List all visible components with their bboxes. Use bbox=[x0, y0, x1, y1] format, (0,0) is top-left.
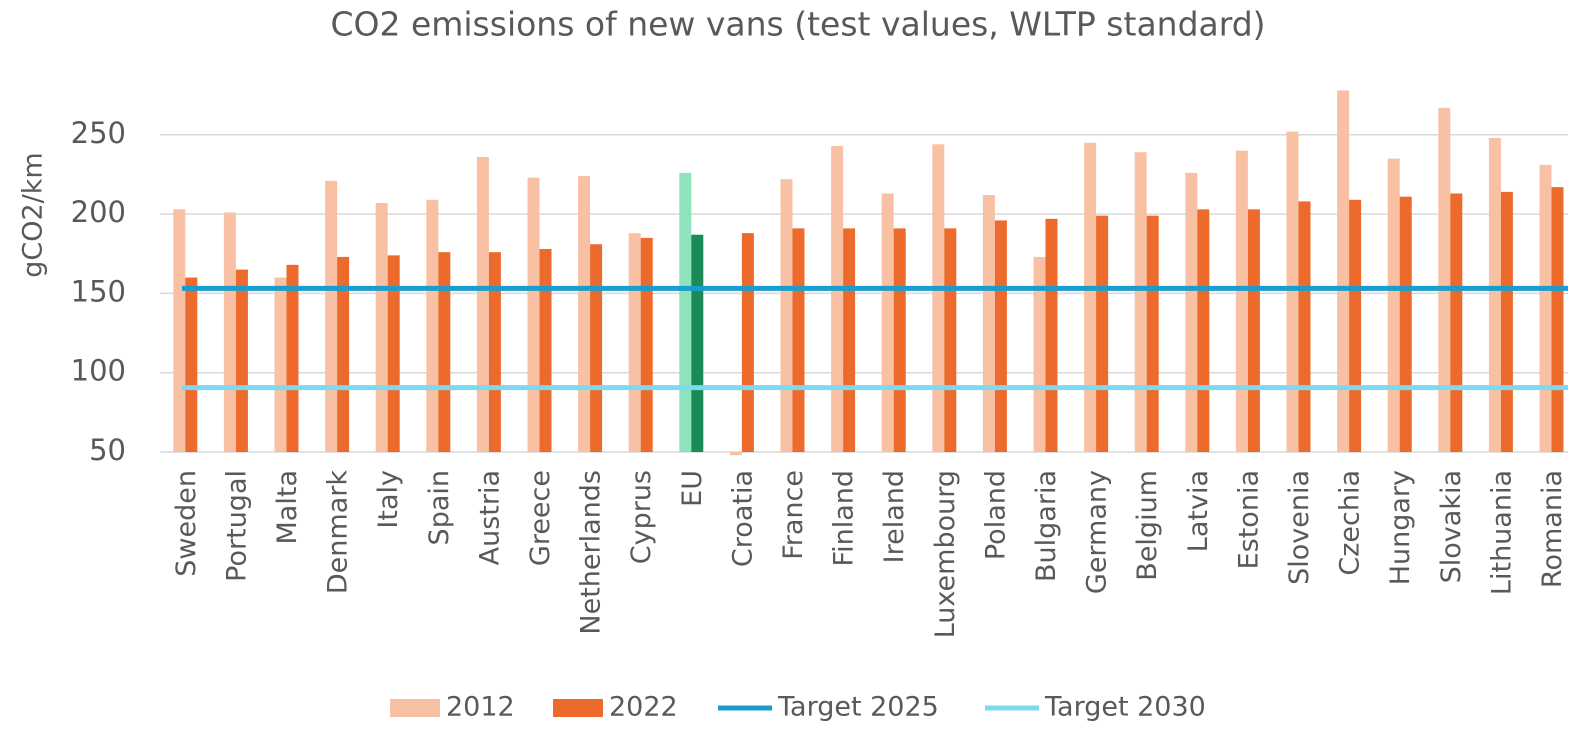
x-tick-label: Poland bbox=[980, 470, 1011, 560]
bar bbox=[1450, 193, 1463, 452]
bar bbox=[1134, 152, 1147, 452]
x-tick-label: Belgium bbox=[1132, 470, 1163, 581]
bar bbox=[1185, 172, 1198, 452]
bar bbox=[1033, 256, 1046, 452]
bar bbox=[1286, 131, 1299, 453]
bar bbox=[1235, 150, 1248, 452]
bar bbox=[741, 233, 754, 452]
bar bbox=[375, 202, 388, 452]
legend-swatch bbox=[553, 699, 603, 717]
bar bbox=[1337, 90, 1350, 452]
bar bbox=[185, 277, 198, 452]
y-tick-label: 250 bbox=[71, 116, 126, 150]
legend-label: 2022 bbox=[609, 692, 678, 723]
x-tick-label: Bulgaria bbox=[1031, 470, 1062, 582]
bar bbox=[173, 209, 186, 452]
x-tick-label: France bbox=[778, 470, 809, 560]
y-tick-label: 200 bbox=[71, 195, 126, 229]
x-tick-label: Slovenia bbox=[1284, 470, 1315, 585]
bar bbox=[1551, 187, 1564, 452]
bar bbox=[1247, 209, 1260, 452]
x-tick-label: Cyprus bbox=[626, 470, 657, 564]
legend-label: 2012 bbox=[446, 692, 515, 723]
bar bbox=[1045, 218, 1058, 452]
x-tick-label: Austria bbox=[474, 470, 505, 565]
bar bbox=[982, 195, 995, 452]
bar bbox=[893, 228, 906, 452]
bar bbox=[578, 176, 591, 452]
y-tick-label: 100 bbox=[71, 354, 126, 388]
legend-label: Target 2025 bbox=[777, 692, 939, 723]
x-tick-label: Malta bbox=[272, 470, 303, 544]
x-tick-label: Italy bbox=[373, 470, 404, 529]
bar bbox=[1146, 215, 1159, 452]
bar bbox=[325, 180, 338, 452]
x-tick-label: Luxembourg bbox=[930, 470, 961, 638]
y-tick-label: 150 bbox=[71, 274, 126, 308]
x-tick-label: Lithuania bbox=[1486, 470, 1517, 595]
bar bbox=[932, 144, 945, 453]
y-tick-label: 50 bbox=[89, 433, 126, 467]
bar bbox=[831, 145, 844, 453]
bar bbox=[729, 452, 742, 456]
bar bbox=[539, 248, 552, 452]
bar bbox=[691, 234, 704, 452]
y-axis-label: gCO2/km bbox=[18, 152, 49, 277]
x-tick-label: Spain bbox=[424, 470, 455, 545]
bar bbox=[679, 172, 692, 452]
x-tick-label: Ireland bbox=[879, 470, 910, 563]
x-tick-label: EU bbox=[677, 470, 708, 507]
bar bbox=[792, 228, 805, 452]
x-tick-label: Greece bbox=[525, 470, 556, 566]
chart-title: CO2 emissions of new vans (test values, … bbox=[330, 5, 1265, 44]
x-tick-label: Portugal bbox=[221, 470, 252, 582]
bar bbox=[1349, 199, 1362, 452]
bar bbox=[488, 252, 501, 452]
bar bbox=[274, 277, 287, 452]
bar bbox=[1197, 209, 1210, 452]
bar bbox=[1500, 191, 1513, 452]
x-tick-label: Slovakia bbox=[1436, 470, 1467, 583]
bar bbox=[527, 177, 540, 452]
legend-label: Target 2030 bbox=[1044, 692, 1206, 723]
bar bbox=[1438, 107, 1451, 452]
bar bbox=[994, 220, 1007, 452]
bar bbox=[286, 264, 299, 452]
x-tick-label: Sweden bbox=[171, 470, 202, 577]
x-tick-label: Croatia bbox=[727, 470, 758, 567]
bar bbox=[387, 255, 400, 452]
bar bbox=[1298, 201, 1311, 452]
x-tick-label: Finland bbox=[829, 470, 860, 566]
x-tick-label: Estonia bbox=[1233, 470, 1264, 569]
bar bbox=[1399, 196, 1412, 452]
x-tick-label: Netherlands bbox=[576, 470, 607, 635]
x-tick-label: Germany bbox=[1082, 470, 1113, 594]
x-tick-label: Hungary bbox=[1385, 470, 1416, 585]
bar bbox=[1096, 215, 1109, 452]
bar bbox=[1539, 164, 1552, 452]
bar bbox=[235, 269, 248, 452]
bar bbox=[476, 157, 489, 452]
x-tick-label: Czechia bbox=[1335, 470, 1366, 576]
bar bbox=[628, 233, 641, 452]
bar bbox=[843, 228, 856, 452]
legend-swatch bbox=[390, 699, 440, 717]
bar bbox=[337, 256, 350, 452]
bar bbox=[1084, 142, 1097, 453]
bar bbox=[944, 228, 957, 452]
bar bbox=[438, 252, 451, 452]
bar bbox=[1488, 137, 1501, 453]
bar bbox=[426, 199, 439, 452]
bar bbox=[223, 212, 236, 452]
bar bbox=[640, 237, 653, 452]
x-tick-label: Denmark bbox=[323, 470, 354, 594]
x-tick-label: Romania bbox=[1537, 470, 1568, 588]
bar bbox=[590, 244, 603, 452]
x-tick-label: Latvia bbox=[1183, 470, 1214, 552]
bar bbox=[780, 179, 793, 452]
bar bbox=[1387, 158, 1400, 452]
bar bbox=[881, 193, 894, 452]
